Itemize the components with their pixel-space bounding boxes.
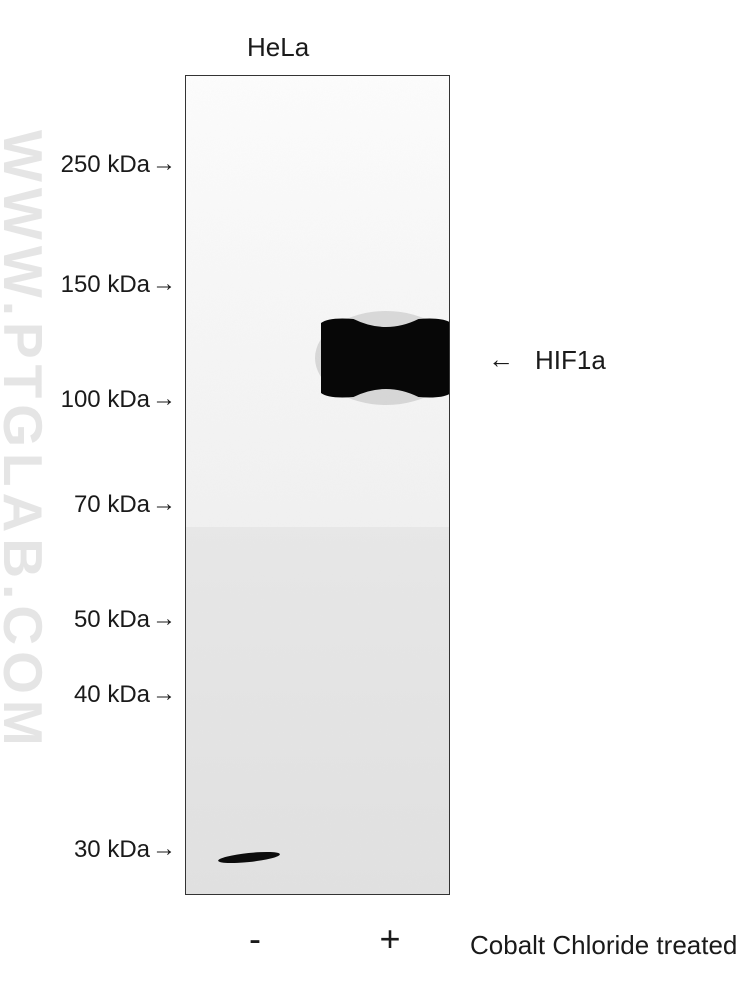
mw-arrow-icon: → xyxy=(152,270,176,298)
mw-label: 40 kDa xyxy=(10,681,150,709)
mw-arrow-icon: → xyxy=(152,835,176,863)
blot-membrane xyxy=(185,75,450,895)
mw-label: 70 kDa xyxy=(10,491,150,519)
mw-arrow-icon: → xyxy=(152,385,176,413)
treatment-label: Cobalt Chloride treated xyxy=(470,930,737,961)
treatment-symbol: - xyxy=(235,918,275,960)
mw-arrow-icon: → xyxy=(152,150,176,178)
mw-label: 250 kDa xyxy=(10,151,150,179)
mw-label: 30 kDa xyxy=(10,836,150,864)
mw-arrow-icon: → xyxy=(152,490,176,518)
mw-label: 150 kDa xyxy=(10,271,150,299)
treatment-symbol: + xyxy=(370,918,410,960)
mw-label: 50 kDa xyxy=(10,606,150,634)
blot-background xyxy=(186,76,450,895)
mw-label: 100 kDa xyxy=(10,386,150,414)
mw-arrow-icon: → xyxy=(152,605,176,633)
sample-label: HeLa xyxy=(247,32,309,63)
band-arrow-icon: ← xyxy=(488,344,514,375)
watermark-text: WWW.PTGLAB.COM xyxy=(0,130,55,752)
mw-arrow-icon: → xyxy=(152,680,176,708)
band-label: HIF1a xyxy=(535,345,606,376)
western-blot-figure: HeLa WWW.PTGLAB.COM 250 kDa→150 kDa→100 … xyxy=(0,0,750,1000)
band-HIF1a-treated xyxy=(321,319,450,398)
